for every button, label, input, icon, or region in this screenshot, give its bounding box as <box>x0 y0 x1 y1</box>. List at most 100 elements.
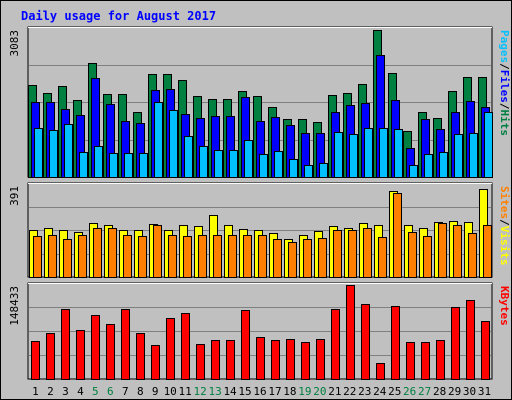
x-tick-label-day-30: 30 <box>463 385 476 398</box>
bar-kbytes-day-5 <box>91 315 100 380</box>
bar-sites-day-23 <box>363 228 372 278</box>
x-tick-label-day-3: 3 <box>62 385 69 398</box>
bar-pages-day-10 <box>169 110 178 178</box>
bar-kbytes-day-11 <box>181 313 190 380</box>
bar-kbytes-day-19 <box>301 342 310 380</box>
chart-title: Daily usage for August 2017 <box>21 9 216 23</box>
bar-pages-day-16 <box>259 154 268 178</box>
bar-kbytes-day-16 <box>256 337 265 380</box>
bar-sites-day-1 <box>33 236 42 278</box>
x-tick-label-day-14: 14 <box>223 385 237 398</box>
bar-kbytes-day-25 <box>391 306 400 380</box>
bar-pages-day-5 <box>94 146 103 178</box>
bar-kbytes-day-14 <box>226 340 235 380</box>
bar-kbytes-day-1 <box>31 341 40 380</box>
bar-sites-day-15 <box>243 235 252 278</box>
bar-kbytes-day-6 <box>106 324 115 380</box>
legend-entry: / <box>498 219 511 226</box>
bar-pages-day-28 <box>439 152 448 178</box>
legend-entry: Files <box>498 70 511 103</box>
legend: KBytes <box>498 286 511 326</box>
bar-sites-day-18 <box>288 242 297 278</box>
legend-entry: Hits <box>498 110 511 137</box>
bar-kbytes-day-7 <box>121 309 130 380</box>
bar-sites-day-6 <box>108 228 117 278</box>
panel-hits-files-pages: 3083 Pages/Files/Hits <box>8 26 511 178</box>
bar-pages-day-13 <box>214 150 223 178</box>
bar-kbytes-day-15 <box>241 310 250 380</box>
bar-pages-day-15 <box>244 140 253 178</box>
bar-kbytes-day-23 <box>361 304 370 380</box>
x-tick-label-day-28: 28 <box>433 385 446 398</box>
bar-kbytes-day-18 <box>286 339 295 380</box>
y-max-label: 148433 <box>8 286 21 326</box>
bar-sites-day-20 <box>318 238 327 278</box>
bar-kbytes-day-12 <box>196 344 205 380</box>
bar-sites-day-16 <box>258 235 267 278</box>
bar-pages-day-24 <box>379 128 388 178</box>
bar-kbytes-day-29 <box>451 307 460 380</box>
bar-kbytes-day-28 <box>436 340 445 380</box>
bar-sites-day-27 <box>423 236 432 278</box>
x-tick-label-day-6: 6 <box>107 385 114 398</box>
bar-sites-day-3 <box>63 239 72 278</box>
bar-sites-day-21 <box>333 230 342 278</box>
bar-sites-day-7 <box>123 235 132 278</box>
x-tick-label-day-31: 31 <box>478 385 491 398</box>
bar-pages-day-1 <box>34 128 43 178</box>
bar-kbytes-day-26 <box>406 342 415 380</box>
legend-entry: Visits <box>498 226 511 266</box>
bar-pages-day-20 <box>319 163 328 178</box>
bar-sites-day-31 <box>483 225 492 278</box>
bar-kbytes-day-4 <box>76 330 85 380</box>
bar-pages-day-22 <box>349 134 358 178</box>
x-tick-label-day-26: 26 <box>403 385 416 398</box>
bar-pages-day-31 <box>484 112 493 178</box>
bar-sites-day-29 <box>453 225 462 278</box>
bar-sites-day-11 <box>183 236 192 278</box>
x-tick-label-day-23: 23 <box>358 385 371 398</box>
bar-kbytes-day-17 <box>271 340 280 380</box>
bar-pages-day-30 <box>469 133 478 178</box>
bar-pages-day-17 <box>274 151 283 178</box>
x-tick-label-day-13: 13 <box>208 385 221 398</box>
x-tick-label-day-15: 15 <box>238 385 251 398</box>
bar-sites-day-2 <box>48 235 57 278</box>
bar-sites-day-4 <box>78 235 87 278</box>
x-tick-label-day-4: 4 <box>77 385 84 398</box>
bar-kbytes-day-10 <box>166 318 175 380</box>
x-tick-label-day-24: 24 <box>373 385 387 398</box>
bar-pages-day-26 <box>409 165 418 178</box>
bar-pages-day-6 <box>109 153 118 178</box>
x-tick-label-day-10: 10 <box>164 385 177 398</box>
bar-pages-day-21 <box>334 132 343 178</box>
legend-entry: / <box>498 63 511 70</box>
bar-kbytes-day-8 <box>136 333 145 380</box>
bar-sites-day-24 <box>378 237 387 278</box>
bar-kbytes-day-24 <box>376 363 385 380</box>
bar-kbytes-day-13 <box>211 340 220 380</box>
panel-kbytes: 148433 KBytes <box>8 282 511 380</box>
panel-visits-sites: 391 Sites/Visits <box>8 182 511 278</box>
legend: Pages/Files/Hits <box>498 30 511 136</box>
bar-kbytes-day-20 <box>316 339 325 380</box>
x-tick-label-day-27: 27 <box>418 385 431 398</box>
bar-sites-day-10 <box>168 235 177 278</box>
bar-pages-day-9 <box>154 102 163 178</box>
x-tick-label-day-25: 25 <box>388 385 401 398</box>
bar-pages-day-19 <box>304 165 313 178</box>
x-tick-label-day-21: 21 <box>328 385 341 398</box>
bar-pages-day-8 <box>139 153 148 178</box>
bar-kbytes-day-2 <box>46 333 55 380</box>
bar-kbytes-day-3 <box>61 309 70 380</box>
bar-pages-day-3 <box>64 124 73 178</box>
bar-pages-day-25 <box>394 129 403 178</box>
bar-sites-day-17 <box>273 239 282 278</box>
bar-sites-day-28 <box>438 223 447 278</box>
x-tick-label-day-20: 20 <box>313 385 326 398</box>
bar-pages-day-14 <box>229 150 238 178</box>
x-tick-label-day-7: 7 <box>122 385 129 398</box>
bar-pages-day-12 <box>199 146 208 178</box>
